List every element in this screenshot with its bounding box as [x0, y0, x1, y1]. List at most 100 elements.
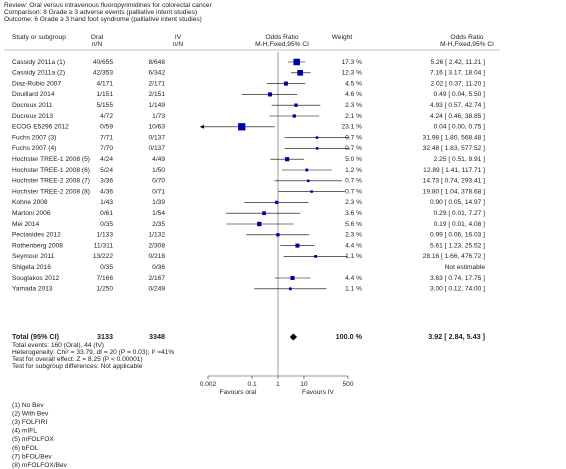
- col-header: M-H,Fixed,95% CI: [440, 41, 494, 48]
- iv-events: 1/149: [148, 102, 165, 109]
- odds-ratio: 0.99 [ 0.06, 16.03 ]: [430, 232, 485, 239]
- odds-ratio: 2.02 [ 0.37, 11.20 ]: [430, 80, 485, 87]
- x-tick-label: 500: [342, 381, 353, 388]
- odds-ratio: 5.26 [ 2.42, 11.21 ]: [430, 59, 485, 66]
- study-name: Shigeta 2016: [12, 264, 51, 271]
- iv-events: 0/71: [152, 188, 165, 195]
- oral-events: 7/71: [100, 134, 113, 141]
- favours-left: Favours oral: [220, 389, 257, 396]
- oral-events: 4/36: [100, 188, 113, 195]
- study-name: Pectasides 2012: [12, 232, 61, 239]
- weight: 2.3 %: [345, 199, 362, 206]
- study-box: [315, 147, 319, 150]
- col-header: Oral: [91, 34, 104, 41]
- oral-events: 4/171: [96, 80, 113, 87]
- odds-ratio: 19.80 [ 1.04, 378.68 ]: [423, 188, 485, 195]
- review: Review: Oral versus intravenous fluoropy…: [4, 2, 213, 9]
- iv-events: 0/137: [148, 145, 165, 152]
- iv-events: 2/171: [148, 80, 165, 87]
- oral-events: 5/155: [96, 102, 113, 109]
- x-tick-label: 0.002: [200, 381, 217, 388]
- footnote: (1) No Bev: [12, 402, 44, 409]
- oral-events: 40/655: [93, 59, 114, 66]
- x-tick-label: 1: [276, 381, 280, 388]
- study-name: Hochster TREE-2 2008 (8): [12, 188, 90, 195]
- study-name: Diaz-Rubio 2007: [12, 80, 61, 87]
- study-name: Hochster TREE-2 2008 (7): [12, 178, 90, 185]
- study-box: [275, 200, 279, 205]
- favours-right: Favours IV: [302, 389, 334, 396]
- study-name: Rothenberg 2008: [12, 242, 63, 249]
- weight: 2.3 %: [345, 232, 362, 239]
- odds-ratio: 32.48 [ 1.83, 577.52 ]: [423, 145, 485, 152]
- weight: 4.4 %: [345, 242, 362, 249]
- iv-events: 1/50: [152, 167, 165, 174]
- study-name: Yamada 2013: [12, 286, 53, 293]
- odds-ratio: 28.16 [ 1.66, 476.72 ]: [423, 253, 485, 260]
- oral-events: 7/70: [100, 145, 113, 152]
- col-header: n/N: [173, 41, 183, 48]
- odds-ratio: 4.24 [ 0.46, 38.85 ]: [430, 113, 485, 120]
- comparison: Comparison: 8 Grade ≥ 3 adverse events (…: [4, 9, 197, 16]
- study-box: [305, 168, 309, 172]
- footnote: (3) FOLFIRI: [12, 419, 47, 426]
- iv-events: 4/49: [152, 156, 165, 163]
- iv-events: 0/137: [148, 134, 165, 141]
- iv-events: 1/39: [152, 199, 165, 206]
- study-box: [267, 92, 273, 97]
- weight: 2.3 %: [345, 102, 362, 109]
- iv-events: 10/63: [148, 124, 165, 131]
- study-box: [276, 233, 280, 237]
- odds-ratio: 0.49 [ 0.04, 5.50 ]: [434, 91, 485, 98]
- iv-events: 1/54: [152, 210, 165, 217]
- iv-events: 1/132: [148, 232, 165, 239]
- weight: 4.5 %: [345, 80, 362, 87]
- weight: 0.7 %: [345, 178, 362, 185]
- oral-events: 1/133: [96, 232, 113, 239]
- col-header: Odds Ratio: [266, 34, 299, 41]
- odds-ratio: 3.00 [ 0.12, 74.00 ]: [430, 286, 485, 293]
- weight: 12.3 %: [341, 70, 362, 77]
- study-box: [238, 123, 246, 131]
- iv-events: 0/249: [148, 286, 165, 293]
- weight: 4.6 %: [345, 91, 362, 98]
- total-name: Total (95% CI): [12, 332, 60, 341]
- study-name: Souglakos 2012: [12, 275, 60, 282]
- odds-ratio: 0.04 [ 0.00, 0.75 ]: [434, 124, 485, 131]
- odds-ratio: 12.89 [ 1.41, 117.71 ]: [423, 167, 485, 174]
- odds-ratio: 5.61 [ 1.23, 25.52 ]: [430, 242, 485, 249]
- study-name: Hochster TREE-1 2008 (5): [12, 156, 90, 163]
- oral-events: 42/353: [93, 70, 114, 77]
- col-header: IV: [175, 34, 182, 41]
- odds-ratio: Not estimable: [445, 264, 486, 271]
- odds-ratio: 2.25 [ 0.51, 9.91 ]: [434, 156, 485, 163]
- study-name: ECOG E5296 2012: [12, 124, 69, 131]
- iv-events: 2/35: [152, 221, 165, 228]
- oral-events: 1/43: [100, 199, 113, 206]
- footnote: (7) bFOL/Bev: [12, 453, 52, 460]
- study-box: [293, 58, 300, 66]
- study-box: [285, 157, 290, 162]
- total-iv: 3348: [149, 332, 165, 341]
- oral-events: 0/61: [100, 210, 113, 217]
- weight: 5.6 %: [345, 221, 362, 228]
- odds-ratio: 4.93 [ 0.57, 42.74 ]: [430, 102, 485, 109]
- study-box: [315, 136, 319, 139]
- col-header: M-H,Fixed,95% CI: [255, 41, 309, 48]
- oral-events: 3/36: [100, 178, 113, 185]
- total-odds-ratio: 3.92 [ 2.84, 5.43 ]: [428, 332, 485, 341]
- stats-line: Test for overall effect: Z = 8.25 (P < 0…: [12, 356, 143, 363]
- col-header: Weight: [332, 34, 353, 41]
- study-name: Fuchs 2007 (4): [12, 145, 56, 152]
- iv-events: 1/73: [152, 113, 165, 120]
- weight: 3.6 %: [345, 210, 362, 217]
- total-weight: 100.0 %: [336, 332, 363, 341]
- iv-events: 8/648: [148, 59, 165, 66]
- study-box: [295, 243, 300, 248]
- study-name: Douillard 2014: [12, 91, 55, 98]
- footnote: (4) mIFL: [12, 428, 37, 435]
- iv-events: 0/36: [152, 264, 165, 271]
- footnote: (2) With Bev: [12, 410, 49, 417]
- weight: 0.7 %: [345, 188, 362, 195]
